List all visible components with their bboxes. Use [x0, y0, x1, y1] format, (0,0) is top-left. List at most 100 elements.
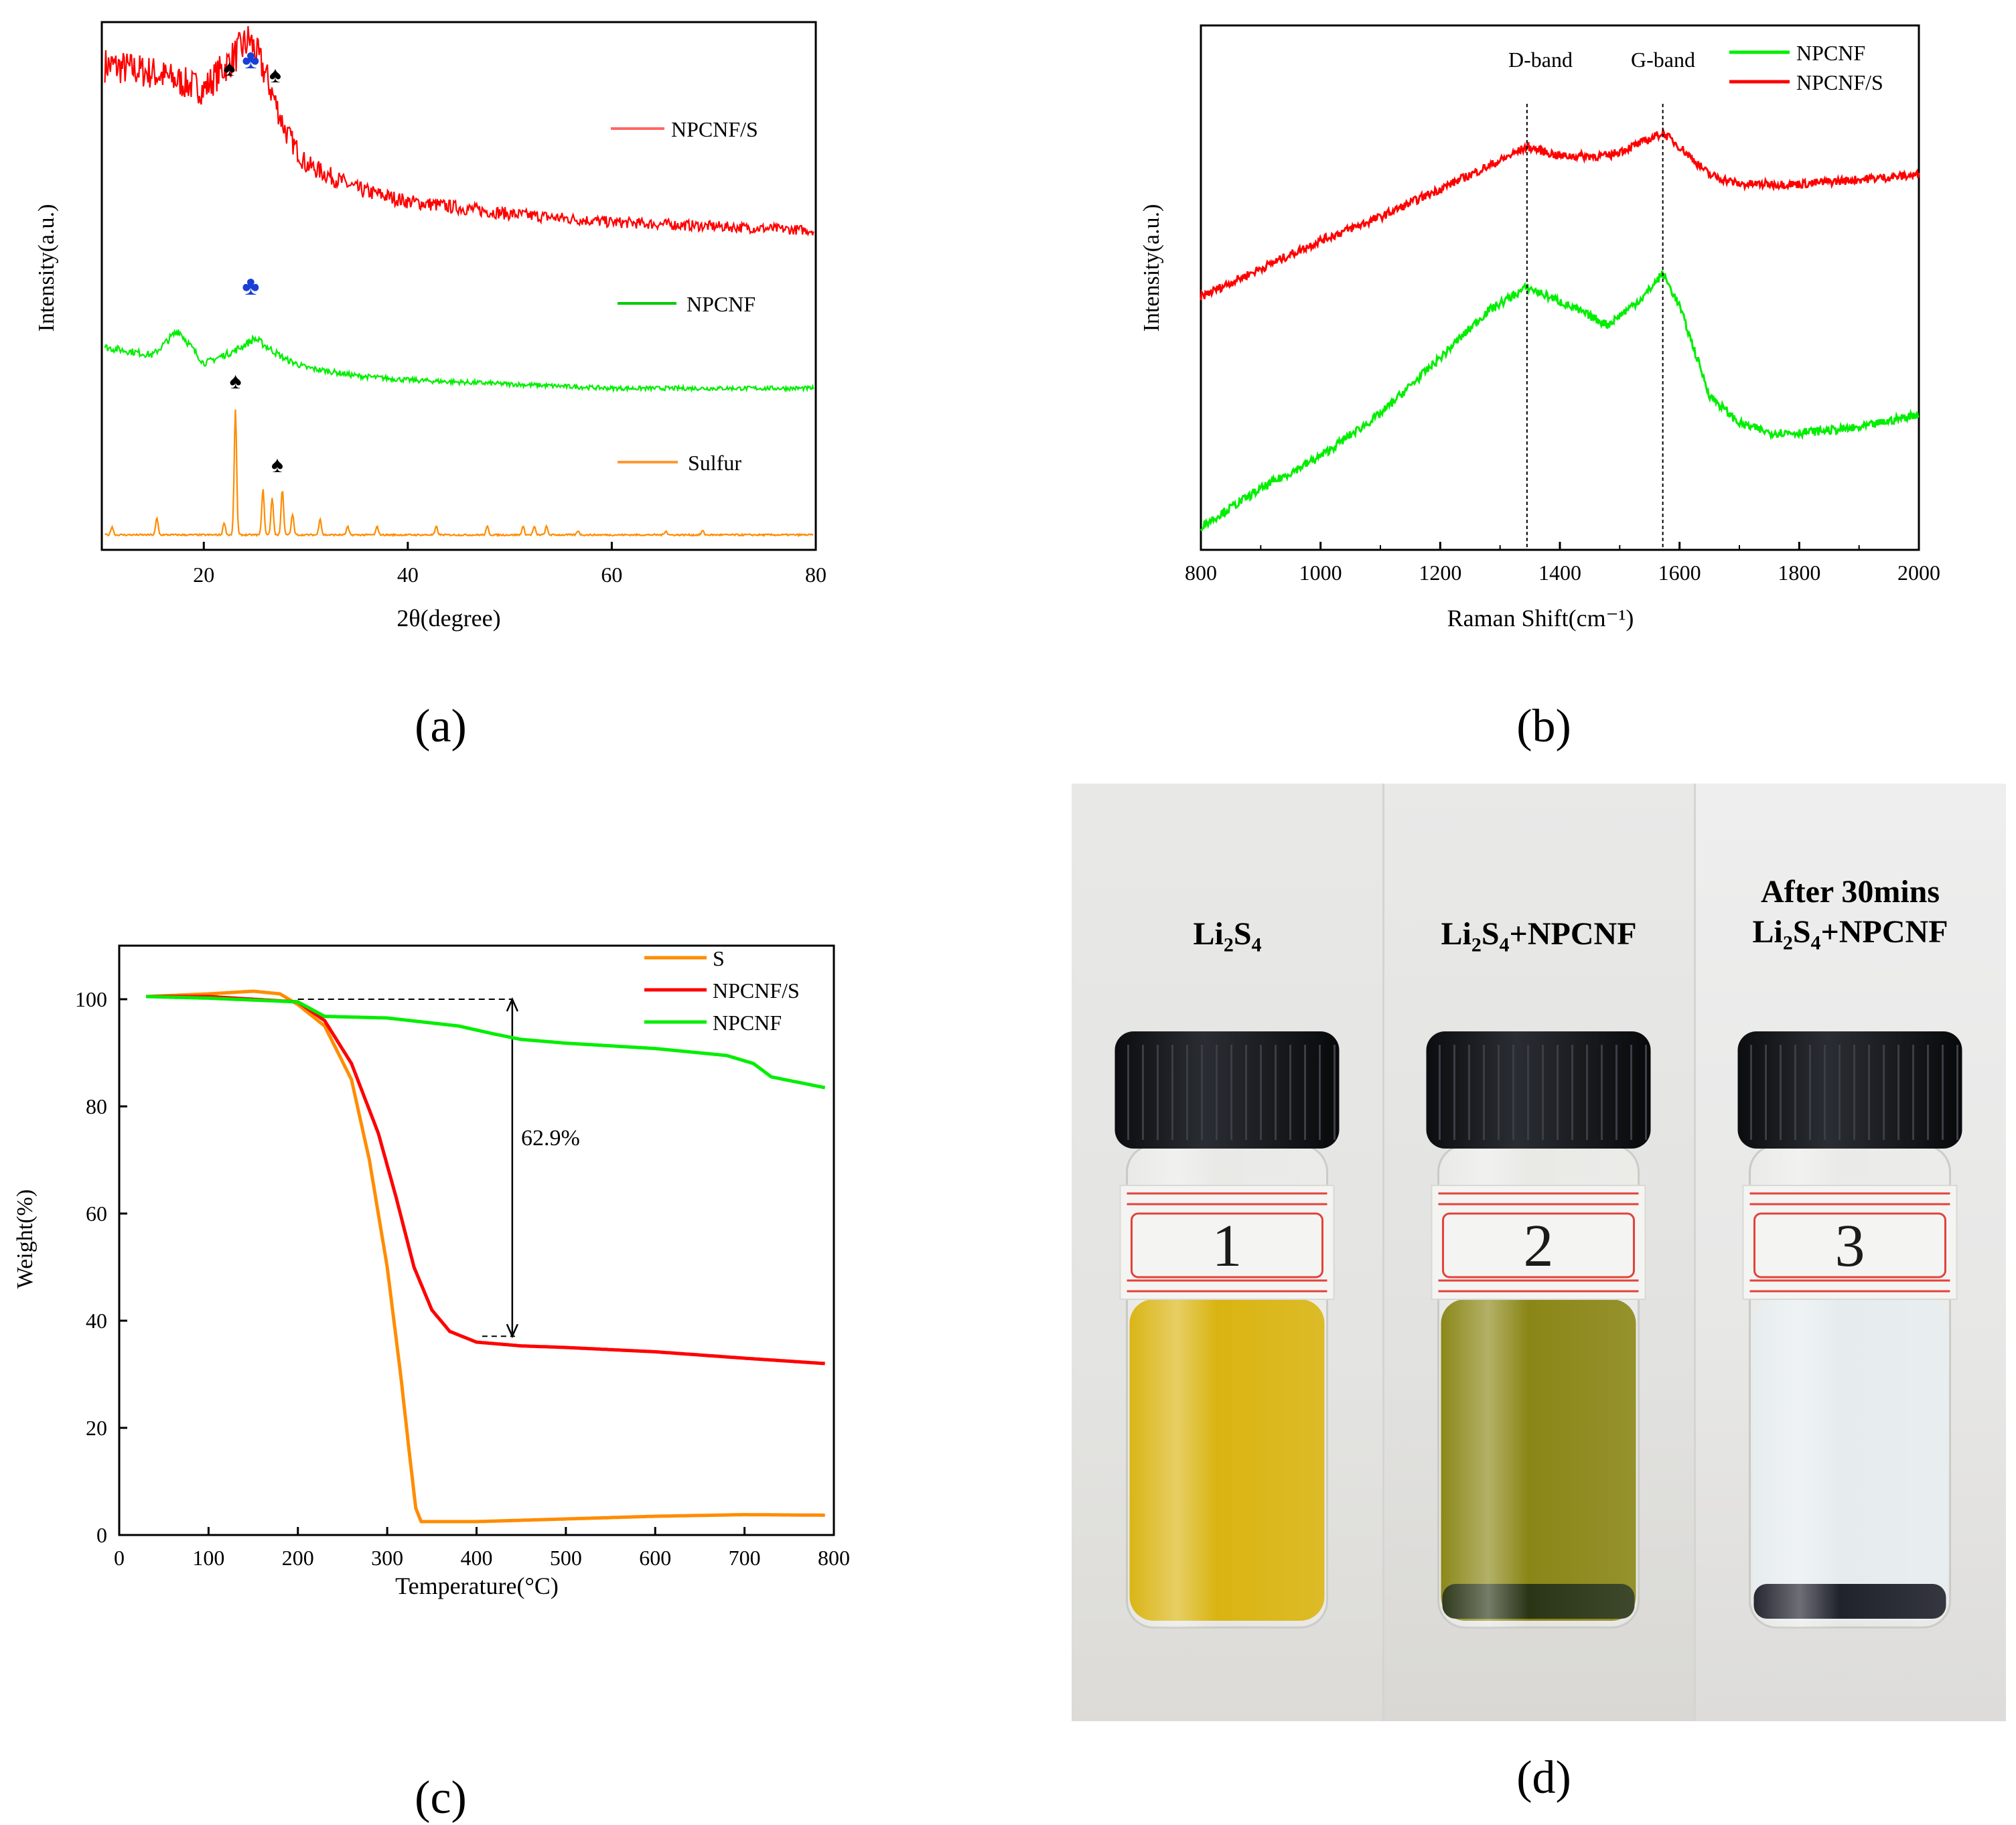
x-tick-label: 200 [282, 1546, 314, 1570]
peak-marker-5: ♠ [229, 369, 241, 394]
legend-label-npcnf: NPCNF [1796, 41, 1865, 65]
vial-number: 2 [1524, 1213, 1554, 1279]
peak-marker-3: ♠ [269, 63, 281, 88]
x-tick-label: 600 [639, 1546, 671, 1570]
x-tick-label: 60 [601, 563, 622, 587]
series-sulfur [104, 409, 814, 538]
series-npcnf-s [1200, 127, 1920, 301]
weight-loss-label: 62.9% [521, 1126, 580, 1151]
y-axis-label: Intensity(a.u.) [34, 204, 59, 332]
x-tick-label: 1200 [1419, 561, 1461, 585]
vial-cap [1737, 1031, 1962, 1149]
x-axis-label: Raman Shift(cm⁻¹) [1447, 605, 1634, 632]
vial-caption-3-line2: Li2S4+NPCNF [1752, 914, 1948, 954]
x-tick-label: 500 [550, 1546, 582, 1570]
vial-caption-1: Li2S4 [1193, 916, 1262, 956]
arrow-head-top [506, 997, 518, 1012]
peak-marker-4: ♣ [242, 271, 259, 301]
panel-caption-b: (b) [1516, 701, 1571, 752]
panel-d: Li2S4 Li2S4+NPCNF After 30mins Li2S4+NPC… [1072, 784, 2016, 1819]
legend-label-npcnf: NPCNF [713, 1011, 782, 1035]
panel-b: 800 1000 1200 1400 1600 1800 2000 D-band G-ban… [1065, 0, 2016, 770]
vial-caption-3: After 30mins Li2S4+NPCNF [1695, 872, 2006, 956]
peak-marker-2: ♣ [242, 44, 259, 74]
x-tick-label: 80 [805, 563, 826, 587]
d-band-label: D-band [1508, 48, 1573, 72]
series-npcnf [104, 328, 814, 394]
x-axis-label: Temperature(°C) [395, 1573, 559, 1599]
y-tick-label: 100 [75, 987, 107, 1011]
x-tick-label: 800 [1185, 561, 1217, 585]
legend-label-npcnf: NPCNF [687, 292, 755, 316]
sticker-box [1442, 1212, 1635, 1279]
legend: NPCNF NPCNF/S [1729, 41, 1883, 94]
sticker-box [1131, 1212, 1323, 1279]
vial-cap [1426, 1031, 1651, 1149]
legend-label-npcnf-s: NPCNF/S [713, 978, 800, 1003]
y-tick-label: 80 [86, 1094, 107, 1118]
y-tick-label: 60 [86, 1201, 107, 1226]
raman-chart: 800 1000 1200 1400 1600 1800 2000 D-band G-ban… [1139, 24, 1940, 632]
series-s [145, 989, 825, 1524]
series-npcnf [145, 995, 826, 1090]
series-group [1200, 127, 1920, 532]
x-tick-label: 100 [192, 1546, 224, 1570]
panel-c: 0 100 200 300 400 500 600 700 800 0 20 40 60 80 100 62… [0, 904, 871, 1824]
x-tick-label: 2000 [1897, 561, 1940, 585]
vial-3: 3 [1737, 1031, 1962, 1629]
vial-number: 3 [1835, 1213, 1865, 1279]
band-lines [1526, 104, 1664, 550]
x-tick-label: 1400 [1538, 561, 1581, 585]
peak-marker-6: ♠ [271, 453, 283, 478]
x-axis-ticks: 800 1000 1200 1400 1600 1800 2000 [1185, 542, 1940, 585]
g-band-label: G-band [1631, 48, 1695, 72]
plot-frame [100, 21, 817, 551]
tga-chart: 0 100 200 300 400 500 600 700 800 0 20 40 60 80 100 62… [13, 944, 850, 1599]
panel-caption-d: (d) [1516, 1752, 1571, 1804]
strip-divider-2 [1694, 784, 1696, 1721]
series-group [145, 989, 826, 1524]
axis-ticks: 0 100 200 300 400 500 600 700 800 0 20 40 60 80 100 [75, 987, 850, 1570]
x-tick-label: 1000 [1299, 561, 1342, 585]
x-tick-label: 1800 [1778, 561, 1820, 585]
x-axis-ticks: 20 40 60 80 [193, 542, 826, 587]
x-tick-label: 20 [193, 563, 214, 587]
x-tick-label: 800 [818, 1546, 850, 1570]
vial-cap [1114, 1031, 1340, 1149]
y-axis-label: Weight(%) [13, 1189, 38, 1289]
strip-divider-1 [1382, 784, 1384, 1721]
legend-label-npcnf-s: NPCNF/S [671, 117, 758, 141]
vial-2: 2 [1426, 1031, 1651, 1629]
panel-a: ♠ ♣ ♠ ♣ ♠ ♠ 20 40 60 80 NPCNF/S NPCNF Sulfur 2θ(… [0, 0, 871, 752]
legend-label-npcnf-s: NPCNF/S [1796, 70, 1883, 94]
x-axis-label: 2θ(degree) [397, 605, 500, 632]
series-npcnf-s [146, 995, 825, 1366]
vial-1: 1 [1114, 1031, 1340, 1629]
legend: NPCNF/S NPCNF Sulfur [611, 117, 758, 475]
vial-photo: Li2S4 Li2S4+NPCNF After 30mins Li2S4+NPC… [1072, 784, 2006, 1721]
x-tick-label: 0 [114, 1546, 125, 1570]
x-tick-label: 1600 [1658, 561, 1701, 585]
vial-caption-3-line1: After 30mins [1760, 874, 1940, 909]
y-tick-label: 0 [96, 1523, 107, 1547]
legend-label-sulfur: Sulfur [688, 451, 741, 475]
legend: S NPCNF/S NPCNF [644, 946, 800, 1035]
x-tick-label: 40 [397, 563, 419, 587]
y-tick-label: 40 [86, 1309, 107, 1333]
x-tick-label: 700 [729, 1546, 761, 1570]
peak-marker-1: ♠ [223, 56, 235, 81]
y-tick-label: 20 [86, 1416, 107, 1440]
y-axis-label: Intensity(a.u.) [1139, 204, 1164, 332]
panel-caption-c: (c) [415, 1772, 467, 1824]
peak-marker-group: ♠ ♣ ♠ ♣ ♠ ♠ [223, 44, 283, 478]
legend-label-s: S [713, 946, 725, 970]
series-npcnf-s [104, 25, 814, 237]
plot-frame [1200, 24, 1920, 551]
series-group [104, 25, 814, 538]
vial-number: 1 [1212, 1213, 1242, 1279]
x-tick-label: 400 [461, 1546, 493, 1570]
vials-illustration: 1 2 3 [1114, 1031, 1962, 1629]
panel-caption-a: (a) [415, 701, 467, 752]
sticker-box [1753, 1212, 1946, 1279]
weight-loss-annotation [297, 997, 518, 1339]
